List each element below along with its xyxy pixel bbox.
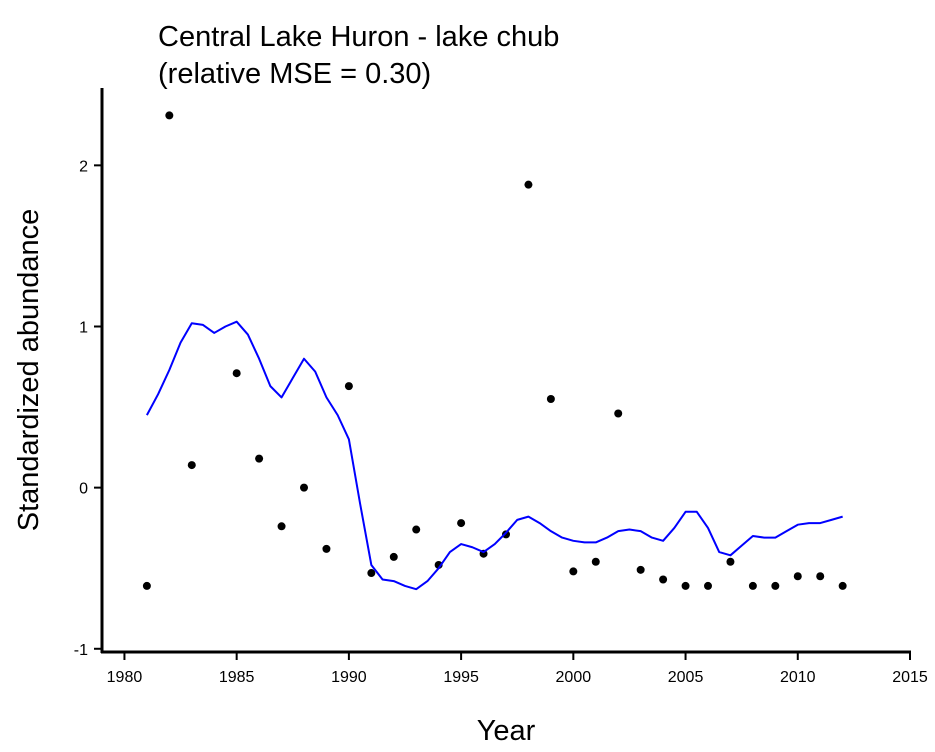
data-point bbox=[546, 395, 555, 404]
x-tick-label: 2010 bbox=[780, 669, 816, 686]
data-point bbox=[300, 483, 308, 492]
data-point bbox=[322, 544, 331, 553]
data-point bbox=[344, 382, 353, 391]
y-tick-label: 1 bbox=[79, 319, 88, 336]
data-point bbox=[389, 552, 398, 561]
x-axis-label: Year bbox=[477, 715, 536, 747]
y-tick-label: -1 bbox=[74, 642, 88, 659]
x-tick-label: 1985 bbox=[219, 669, 255, 686]
data-point bbox=[726, 557, 735, 566]
chart-subtitle: (relative MSE = 0.30) bbox=[158, 58, 431, 90]
x-tick-label: 2015 bbox=[892, 669, 928, 686]
data-point bbox=[412, 525, 421, 534]
y-axis-label: Standardized abundance bbox=[13, 209, 45, 531]
data-point bbox=[659, 575, 668, 584]
data-point bbox=[793, 572, 802, 581]
data-point bbox=[681, 581, 690, 590]
x-tick-label: 1980 bbox=[107, 669, 143, 686]
data-point bbox=[524, 180, 533, 189]
data-point bbox=[591, 557, 600, 566]
y-tick-label: 0 bbox=[79, 481, 88, 498]
data-point bbox=[614, 409, 623, 418]
data-point bbox=[165, 111, 174, 120]
data-point bbox=[636, 565, 645, 574]
x-tick-label: 2005 bbox=[668, 669, 704, 686]
data-point bbox=[748, 581, 757, 590]
data-point bbox=[502, 530, 510, 539]
data-point bbox=[569, 567, 578, 576]
data-point bbox=[704, 581, 712, 590]
data-point bbox=[187, 461, 196, 470]
x-tick-label: 1990 bbox=[331, 669, 367, 686]
chart-title: Central Lake Huron - lake chub bbox=[158, 21, 559, 53]
data-point bbox=[771, 581, 780, 590]
data-point bbox=[816, 572, 825, 581]
data-point bbox=[457, 519, 466, 528]
x-tick-label: 1995 bbox=[443, 669, 479, 686]
data-point bbox=[838, 581, 847, 590]
data-point bbox=[232, 369, 241, 378]
x-tick-label: 2000 bbox=[556, 669, 592, 686]
data-point bbox=[255, 454, 264, 463]
y-tick-label: 2 bbox=[79, 158, 88, 175]
data-point bbox=[142, 581, 151, 590]
fit-line bbox=[146, 320, 843, 591]
data-point bbox=[277, 522, 286, 531]
data-point bbox=[367, 569, 376, 578]
